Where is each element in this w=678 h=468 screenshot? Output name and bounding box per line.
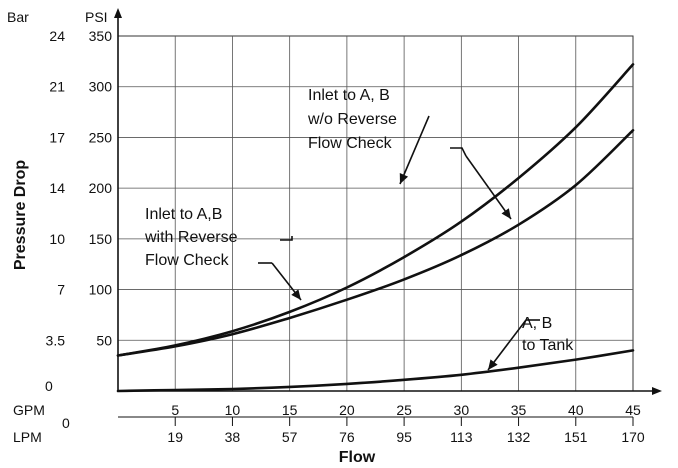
curve-ab-to-tank <box>116 349 635 393</box>
leader-upper-to-curve-head <box>501 208 511 219</box>
y-tick-label-bar: 14 <box>49 180 65 196</box>
callout-label-line: Inlet to A, B <box>308 87 390 104</box>
y-tick-label-psi: 100 <box>89 282 113 298</box>
x-axis-arrow <box>652 387 662 395</box>
x-tick-label-gpm: 10 <box>225 402 241 418</box>
callout-label-line: with Reverse <box>144 229 238 246</box>
y-axis-title: Pressure Drop <box>12 160 29 270</box>
data-curves <box>116 63 635 393</box>
x-tick-label-lpm: 57 <box>282 429 298 445</box>
curve-inlet-with-reverse-flow-check <box>116 129 635 357</box>
y-origin-label: 0 <box>45 378 53 394</box>
curve-inlet-without-reverse-flow-check <box>116 63 635 357</box>
x-tick-label-gpm: 5 <box>171 402 179 418</box>
leader-upper-to-curve <box>465 155 512 220</box>
x-tick-label-gpm: 15 <box>282 402 298 418</box>
x-origin-label: 0 <box>62 415 70 431</box>
leader-tank-to-curve <box>487 319 527 371</box>
x-tick-label-lpm: 38 <box>225 429 241 445</box>
callout-label-without-reverse: Inlet to A, B w/o Reverse Flow Check <box>307 87 397 152</box>
x-unit-gpm-label: GPM <box>13 402 45 418</box>
y-unit-psi-label: PSI <box>85 9 108 25</box>
x-tick-label-lpm: 151 <box>564 429 588 445</box>
y-tick-label-bar: 24 <box>49 28 65 44</box>
leader-lower-to-curve-head <box>291 289 301 300</box>
tick-labels: 5191038155720762595301133513240151451700… <box>45 28 645 445</box>
y-tick-label-psi: 300 <box>89 79 113 95</box>
callout-label-line: A, B <box>522 315 552 332</box>
x-tick-label-lpm: 113 <box>450 429 473 445</box>
leader-upper-elbow <box>450 147 467 157</box>
x-tick-label-lpm: 76 <box>339 429 355 445</box>
y-tick-label-bar: 17 <box>49 129 65 145</box>
y-tick-label-bar: 10 <box>49 231 65 247</box>
x-tick-label-lpm: 19 <box>167 429 183 445</box>
y-tick-label-psi: 150 <box>89 231 113 247</box>
x-axis-title: Flow <box>339 449 376 466</box>
y-tick-label-psi: 50 <box>96 332 112 348</box>
x-tick-label-gpm: 20 <box>339 402 355 418</box>
x-tick-label-lpm: 170 <box>621 429 645 445</box>
x-tick-label-gpm: 30 <box>454 402 470 418</box>
x-tick-label-gpm: 25 <box>396 402 412 418</box>
y-tick-label-psi: 350 <box>89 28 113 44</box>
callout-label-line: w/o Reverse <box>307 111 397 128</box>
y-unit-bar-label: Bar <box>7 9 29 25</box>
callout-label-line: Inlet to A,B <box>145 206 222 223</box>
leader-upper-to-inner-curve-head <box>399 173 409 184</box>
x-tick-label-gpm: 40 <box>568 402 584 418</box>
x-tick-label-lpm: 95 <box>396 429 412 445</box>
leader-upper-to-inner-curve <box>399 115 430 185</box>
y-tick-label-bar: 7 <box>57 282 65 298</box>
y-tick-label-bar: 3.5 <box>46 332 66 348</box>
y-tick-label-bar: 21 <box>49 79 65 95</box>
axes <box>114 8 662 395</box>
callout-label-line: to Tank <box>522 337 574 354</box>
callout-label-line: Flow Check <box>145 252 230 269</box>
x-tick-label-gpm: 35 <box>511 402 527 418</box>
y-tick-label-psi: 250 <box>89 129 113 145</box>
callout-label-to-tank: A, B to Tank <box>522 315 574 354</box>
y-axis-arrow <box>114 8 122 18</box>
x-tick-label-gpm: 45 <box>625 402 641 418</box>
leader-tank-to-curve-head <box>488 359 498 370</box>
callout-label-line: Flow Check <box>308 135 393 152</box>
x-tick-label-lpm: 132 <box>507 429 531 445</box>
leader-lower-top-elbow <box>280 236 293 241</box>
y-tick-label-psi: 200 <box>89 180 113 196</box>
callout-label-with-reverse: Inlet to A,B with Reverse Flow Check <box>144 206 238 269</box>
x-unit-lpm-label: LPM <box>13 429 42 445</box>
